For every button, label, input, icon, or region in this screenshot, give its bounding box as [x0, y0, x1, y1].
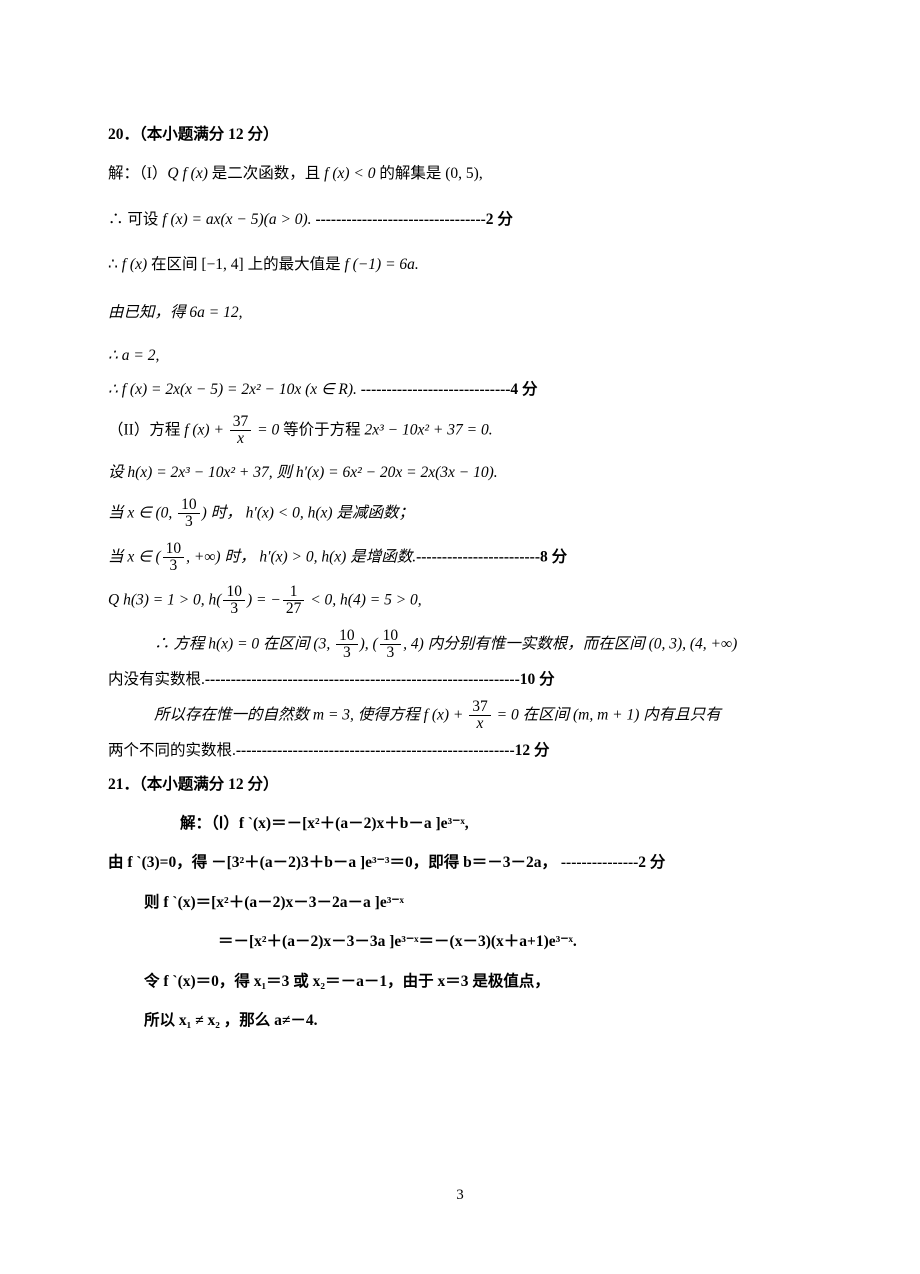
q20-l5: ∴ a = 2,: [108, 341, 812, 370]
q20-l3: ∴ f (x) 在区间 [−1, 4] 上的最大值是 f (−1) = 6a.: [108, 250, 812, 279]
math: 由已知，得 6a = 12,: [108, 304, 242, 321]
den: 3: [178, 514, 200, 530]
q20-l15: 两个不同的实数根.-------------------------------…: [108, 736, 812, 765]
score-mark: ----------------------------------------…: [236, 742, 550, 759]
text: 上的最大值是: [244, 256, 345, 273]
score-mark: -----------------------------4 分: [357, 381, 538, 398]
q20-l6: ∴ f (x) = 2x(x − 5) = 2x² − 10x (x ∈ R).…: [108, 375, 812, 404]
text: 内没有实数根.: [108, 671, 205, 688]
q20-l4: 由已知，得 6a = 12,: [108, 298, 812, 327]
q20-header: 20．（本小题满分 12 分）: [108, 120, 812, 149]
math: 由 f `(3)=0，得 －[3²＋(a－2)3＋b－a ]e³⁻³＝0，即得 …: [108, 854, 557, 871]
num: 1: [283, 584, 305, 601]
page: 20．（本小题满分 12 分） 解：（I）Q f (x) 是二次函数，且 f (…: [0, 0, 920, 1274]
q21-l4: ＝－[x²＋(a－2)x－3－3a ]e³⁻ˣ＝－(x－3)(x＋a+1)e³⁻…: [108, 927, 812, 956]
den: 27: [283, 601, 305, 617]
num: 10: [380, 628, 402, 645]
fraction: 127: [283, 584, 305, 618]
math: , 4) 内分别有惟一实数根，而在区间 (0, 3), (4, +∞): [403, 635, 737, 652]
math: 当 x ∈ (0,: [108, 504, 176, 521]
q20-l2: ∴ 可设 f (x) = ax(x − 5)(a > 0). ---------…: [108, 205, 812, 234]
text: 解：（I）: [108, 165, 167, 182]
math: ＝－[x²＋(a－2)x－3－3a ]e³⁻ˣ＝－(x－3)(x＋a+1)e³⁻…: [218, 933, 577, 950]
q20-l13: 内没有实数根.---------------------------------…: [108, 665, 812, 694]
math: , +∞) 时， h′(x) > 0, h(x) 是增函数.: [186, 548, 416, 565]
math: 解：（Ⅰ）f `(x)＝－[x²＋(a－2)x＋b－a ]e³⁻ˣ,: [180, 815, 469, 832]
math: 则 f `(x)＝[x²＋(a－2)x－3－2a－a ]e³⁻ˣ: [144, 894, 404, 911]
math: ∴ 方程 h(x) = 0 在区间 (3,: [154, 635, 334, 652]
math: f (x): [122, 256, 147, 273]
num: 37: [469, 699, 491, 716]
math: 令 f `(x)＝0，得 x₁＝3 或 x₂＝－a－1，由于 x＝3 是极值点，: [144, 973, 550, 990]
q20-l12: ∴ 方程 h(x) = 0 在区间 (3, 103), (103, 4) 内分别…: [108, 628, 812, 662]
score-mark: ---------------2 分: [557, 854, 665, 871]
fraction: 103: [178, 497, 200, 531]
math: = 0: [257, 421, 279, 438]
score-mark: ----------------------------------------…: [205, 671, 555, 688]
math: 所以 x₁ ≠ x₂ ，那么 a≠－4.: [144, 1012, 318, 1029]
fraction: 103: [223, 584, 245, 618]
math: 所以存在惟一的自然数 m = 3, 使得方程 f (x) +: [154, 706, 467, 723]
q20-l9: 当 x ∈ (0, 103) 时， h′(x) < 0, h(x) 是减函数；: [108, 497, 812, 531]
math: < 0, h(4) = 5 > 0,: [306, 591, 421, 608]
math: [−1, 4]: [201, 256, 243, 273]
fraction: 37x: [230, 414, 252, 448]
text: ∴: [108, 256, 122, 273]
page-number: 3: [0, 1187, 920, 1204]
math: 2x³ − 10x² + 37 = 0.: [365, 421, 493, 438]
text: 两个不同的实数根.: [108, 742, 236, 759]
q21-header: 21．（本小题满分 12 分）: [108, 770, 812, 799]
text: 是二次函数，且: [208, 165, 324, 182]
q20-l1: 解：（I）Q f (x) 是二次函数，且 f (x) < 0 的解集是 (0, …: [108, 159, 812, 188]
num: 37: [230, 414, 252, 431]
math: ), (: [360, 635, 378, 652]
num: 10: [223, 584, 245, 601]
math: Q: [167, 165, 182, 182]
den: x: [230, 431, 252, 447]
q20-l11: Q h(3) = 1 > 0, h(103) = −127 < 0, h(4) …: [108, 584, 812, 618]
q20-l10: 当 x ∈ (103, +∞) 时， h′(x) > 0, h(x) 是增函数.…: [108, 541, 812, 575]
q21-l2: 由 f `(3)=0，得 －[3²＋(a－2)3＋b－a ]e³⁻³＝0，即得 …: [108, 848, 812, 877]
q21-l3: 则 f `(x)＝[x²＋(a－2)x－3－2a－a ]e³⁻ˣ: [108, 888, 812, 917]
math: f (x) +: [184, 421, 224, 438]
math: f (x) = ax(x − 5)(a > 0).: [162, 211, 311, 228]
math: = 0 在区间 (m, m + 1) 内有且只有: [493, 706, 721, 723]
q21-l1: 解：（Ⅰ）f `(x)＝－[x²＋(a－2)x＋b－a ]e³⁻ˣ,: [108, 809, 812, 838]
num: 10: [178, 497, 200, 514]
math: Q h(3) = 1 > 0, h(: [108, 591, 221, 608]
text: （II）方程: [108, 421, 184, 438]
num: 10: [336, 628, 358, 645]
den: 3: [163, 558, 185, 574]
q20-l7: （II）方程 f (x) + 37x = 0 等价于方程 2x³ − 10x² …: [108, 414, 812, 448]
q21-l6: 所以 x₁ ≠ x₂ ，那么 a≠－4.: [108, 1006, 812, 1035]
math: ) 时， h′(x) < 0, h(x) 是减函数；: [202, 504, 414, 521]
text: 在区间: [147, 256, 201, 273]
math: ) = −: [247, 591, 281, 608]
math: (0, 5),: [445, 165, 482, 182]
math: ∴ f (x) = 2x(x − 5) = 2x² − 10x (x ∈ R).: [108, 381, 357, 398]
math: f (x): [183, 165, 208, 182]
q21-l5: 令 f `(x)＝0，得 x₁＝3 或 x₂＝－a－1，由于 x＝3 是极值点，: [108, 967, 812, 996]
fraction: 37x: [469, 699, 491, 733]
den: x: [469, 716, 491, 732]
text: 等价于方程: [279, 421, 364, 438]
math: 设 h(x) = 2x³ − 10x² + 37, 则 h′(x) = 6x² …: [108, 464, 498, 481]
math: 当 x ∈ (: [108, 548, 161, 565]
text: ∴ 可设: [108, 211, 162, 228]
text: 的解集是: [376, 165, 446, 182]
math: f (x) < 0: [324, 165, 375, 182]
fraction: 103: [380, 628, 402, 662]
score-mark: ---------------------------------2 分: [312, 211, 513, 228]
fraction: 103: [163, 541, 185, 575]
den: 3: [336, 645, 358, 661]
den: 3: [380, 645, 402, 661]
math: f (−1) = 6a.: [345, 256, 419, 273]
q20-l8: 设 h(x) = 2x³ − 10x² + 37, 则 h′(x) = 6x² …: [108, 458, 812, 487]
den: 3: [223, 601, 245, 617]
fraction: 103: [336, 628, 358, 662]
math: ∴ a = 2,: [108, 347, 159, 364]
num: 10: [163, 541, 185, 558]
score-mark: ------------------------8 分: [416, 548, 567, 565]
q20-l14: 所以存在惟一的自然数 m = 3, 使得方程 f (x) + 37x = 0 在…: [108, 699, 812, 733]
